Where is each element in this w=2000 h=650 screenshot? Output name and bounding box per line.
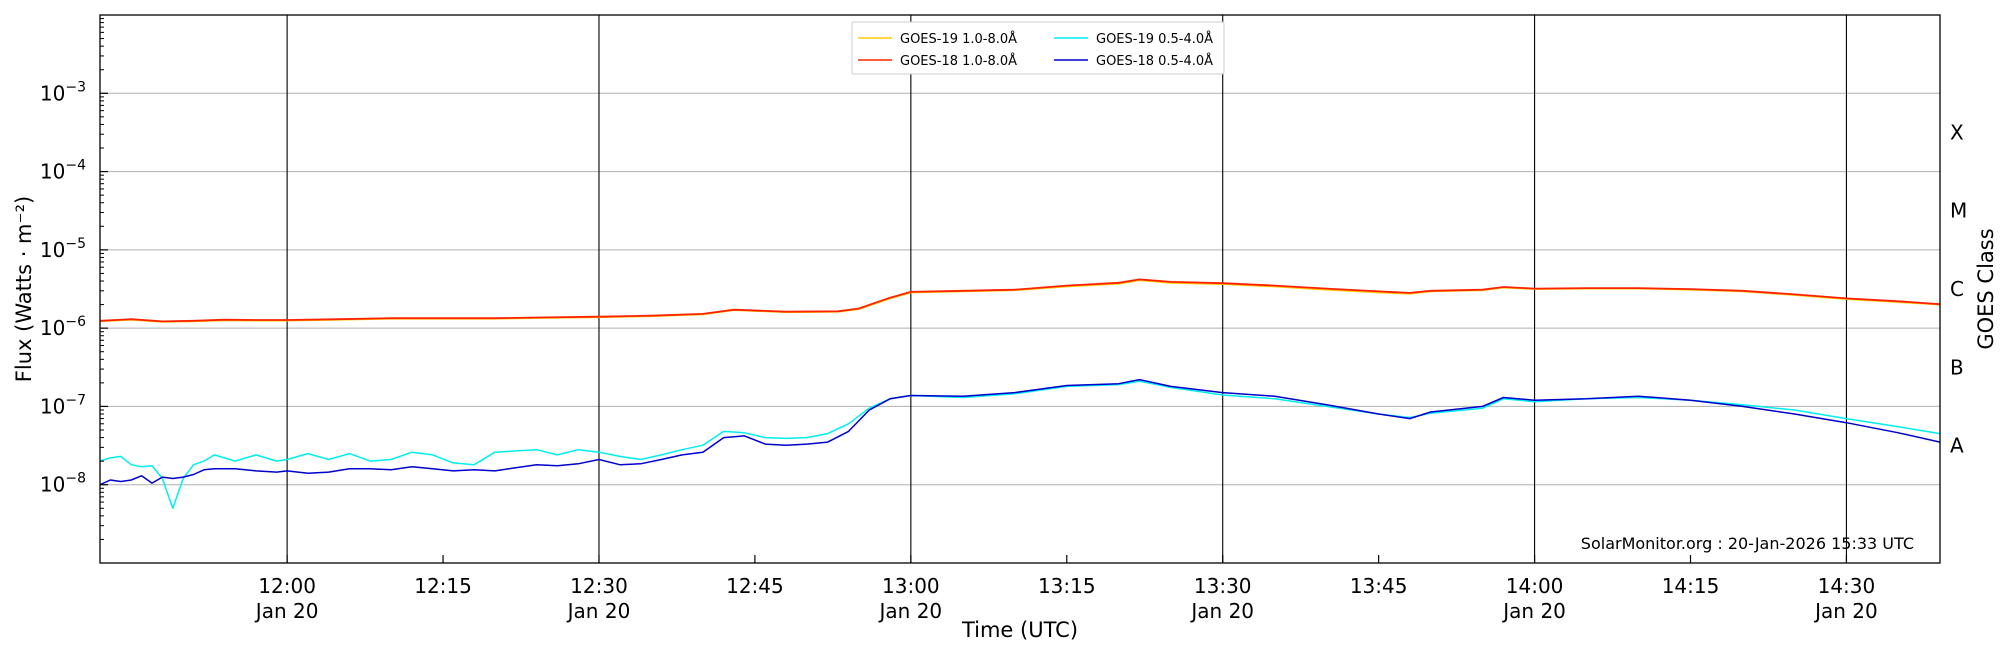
legend: GOES-19 1.0-8.0Å GOES-18 1.0-8.0Å GOES-1… [851, 21, 1225, 75]
plot-frame [99, 14, 1941, 564]
x-tick-label: 12:15 [414, 574, 472, 598]
legend-box [851, 21, 1225, 75]
y-tick-label: 10−8 [40, 471, 86, 497]
x-tick-label: 12:00 [258, 574, 316, 598]
x-tick-label: 14:00 [1506, 574, 1564, 598]
goes-class-C: C [1950, 277, 1964, 301]
x-tick-label: 13:30 [1194, 574, 1252, 598]
x-tick-label: 12:45 [726, 574, 784, 598]
day-tick-lines [286, 15, 1847, 563]
legend-label-goes19-short: GOES-19 0.5-4.0Å [1096, 31, 1213, 47]
y-tick-label: 10−5 [40, 236, 86, 262]
y-tick-labels: 10−8 10−7 10−6 10−5 10−4 10−3 [40, 79, 86, 496]
y-tick-label: 10−6 [40, 314, 86, 340]
y-tick-label: 10−4 [40, 158, 86, 184]
series-line-2 [99, 380, 1941, 510]
x-tick-date-label: Jan 20 [566, 599, 631, 623]
x-tick-date-label: Jan 20 [1501, 599, 1566, 623]
x-tick-label: 13:15 [1038, 574, 1096, 598]
goes-class-B: B [1950, 355, 1964, 379]
y-tick-label: 10−7 [40, 392, 86, 418]
series-line-1 [99, 278, 1941, 323]
grid-lines [100, 92, 1940, 486]
goes-class-A: A [1950, 434, 1964, 458]
x-tick-date-label: Jan 20 [1813, 599, 1878, 623]
series-line-0 [99, 279, 1941, 323]
x-tick-label: 13:45 [1350, 574, 1408, 598]
x-tick-date-label: Jan 20 [1189, 599, 1254, 623]
goes-class-labels: X M C B A [1950, 120, 1967, 457]
legend-label-goes18-short: GOES-18 0.5-4.0Å [1096, 53, 1213, 69]
series-lines [99, 278, 1941, 510]
x-tick-date-label: Jan 20 [254, 599, 319, 623]
x-axis-title: Time (UTC) [961, 618, 1078, 642]
x-tick-label: 14:30 [1818, 574, 1876, 598]
y-tick-label: 10−3 [40, 79, 86, 105]
axes [99, 14, 1941, 564]
x-tick-label: 14:15 [1662, 574, 1720, 598]
legend-label-goes18-long: GOES-18 1.0-8.0Å [900, 53, 1017, 69]
x-tick-label: 12:30 [570, 574, 628, 598]
legend-label-goes19-long: GOES-19 1.0-8.0Å [900, 31, 1017, 47]
x-tick-label: 13:00 [882, 574, 940, 598]
x-tick-date-label: Jan 20 [878, 599, 943, 623]
goes-class-X: X [1950, 120, 1964, 144]
goes-class-axis-title: GOES Class [1974, 228, 1998, 349]
credit-text: SolarMonitor.org : 20-Jan-2026 15:33 UTC [1581, 534, 1914, 553]
goes-class-M: M [1950, 199, 1967, 223]
y-axis-title: Flux (Watts · m⁻²) [12, 196, 36, 382]
series-line-3 [99, 378, 1941, 486]
